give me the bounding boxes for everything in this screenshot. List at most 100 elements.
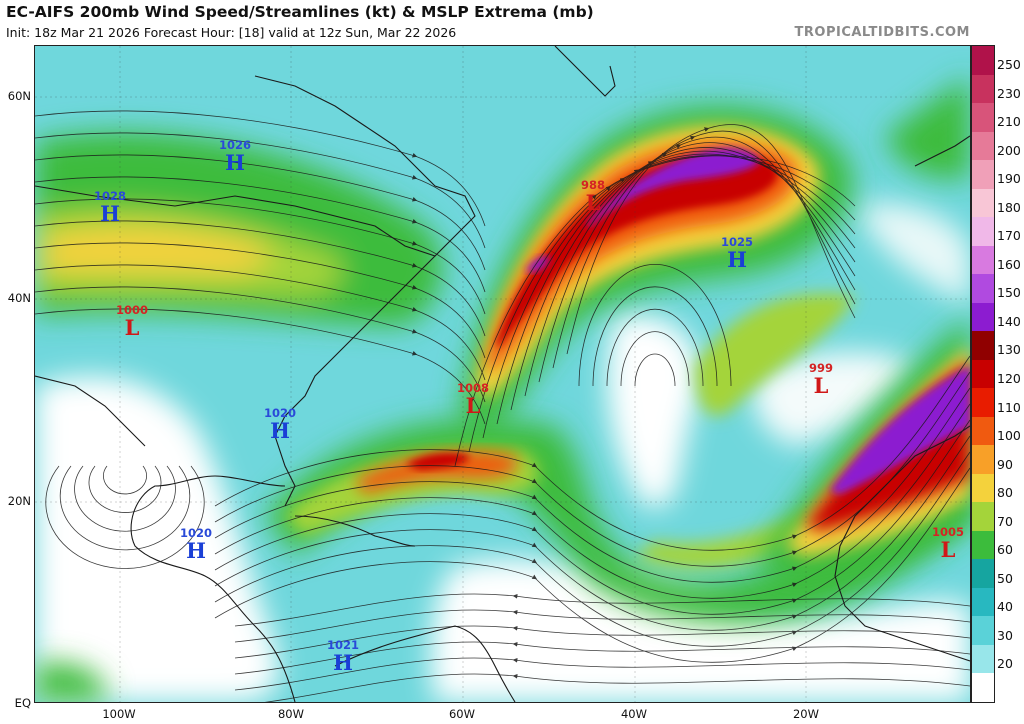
watermark: TROPICALTIDBITS.COM: [794, 25, 970, 40]
colorbar-tick-label: 160: [997, 256, 1021, 272]
coast-mexico-west: [35, 375, 146, 447]
colorbar-tick-label: 130: [997, 342, 1021, 358]
streamline: [468, 155, 856, 453]
colorbar-tick-label: 230: [997, 85, 1021, 101]
colorbar-tick-label: 190: [997, 171, 1021, 187]
low-pressure-marker: 1000 L: [115, 303, 149, 337]
colorbar-tick-label: 110: [997, 399, 1021, 415]
streamline: [578, 264, 732, 387]
colorbar-tick-label: 200: [997, 142, 1021, 158]
pressure-value: 999: [808, 361, 834, 375]
colorbar-tick-label: 180: [997, 199, 1021, 215]
streamline: [35, 110, 486, 227]
low-symbol: L: [465, 392, 481, 418]
streamline: [264, 673, 970, 702]
streamline: [45, 465, 205, 569]
high-symbol: H: [100, 200, 120, 226]
pressure-value: 988: [580, 178, 606, 192]
colorbar-tick-label: 140: [997, 313, 1021, 329]
pressure-value: 1028: [93, 189, 127, 203]
coast-south-america: [334, 625, 516, 702]
streamline: [35, 132, 486, 249]
colorbar-segment: [972, 245, 994, 275]
streamlines: [35, 110, 970, 702]
low-symbol: L: [940, 536, 956, 562]
pressure-value: 1000: [115, 303, 149, 317]
calm-region-east: [752, 352, 915, 446]
streamline: [103, 465, 147, 495]
low-symbol: L: [813, 372, 829, 398]
colorbar-segment: [972, 160, 994, 190]
streamline: [592, 286, 718, 387]
streamline: [35, 264, 486, 381]
pressure-value: 1025: [720, 235, 754, 249]
lon-label-80w: 80W: [277, 707, 304, 721]
lon-label-60w: 60W: [448, 707, 475, 721]
low-pressure-marker: 988 L: [580, 178, 606, 212]
streamline: [482, 153, 856, 439]
calm-region-northeast: [855, 203, 970, 306]
high-symbol: H: [333, 649, 353, 675]
high-pressure-marker: 1020 H: [180, 527, 212, 563]
streamline: [234, 625, 970, 659]
colorbar-tick-label: 60: [997, 542, 1013, 558]
colorbar-tick-label: 70: [997, 513, 1013, 529]
high-pressure-marker: 1025 H: [720, 235, 754, 272]
colorbar-segment: [972, 188, 994, 218]
map-panel: [34, 45, 971, 703]
pressure-value: 1021: [326, 638, 360, 652]
calm-region-gulf: [35, 376, 279, 702]
colorbar-tick-label: 40: [997, 599, 1013, 615]
coastlines: [35, 46, 970, 702]
streamline: [214, 467, 970, 663]
lat-label-60n: 60N: [7, 89, 31, 103]
colorbar-segment: [972, 502, 994, 532]
streamline: [35, 198, 486, 315]
pressure-value: 1020: [263, 406, 297, 420]
colorbar-segment: [972, 74, 994, 104]
high-symbol: H: [727, 246, 747, 272]
colorbar-tick-label: 170: [997, 228, 1021, 244]
colorbar-tick-label: 250: [997, 57, 1021, 73]
streamline: [234, 593, 970, 627]
colorbar-segment: [972, 616, 994, 646]
pressure-value: 1026: [218, 138, 252, 152]
streamline: [35, 220, 486, 337]
high-symbol: H: [270, 417, 290, 443]
colorbar-tick-label: 100: [997, 428, 1021, 444]
wind-speed-colorbar: [971, 45, 995, 703]
colorbar-segment: [972, 388, 994, 418]
coast-greenland: [554, 46, 616, 97]
map-title: EC-AIFS 200mb Wind Speed/Streamlines (kt…: [6, 3, 594, 21]
streamline: [35, 176, 486, 293]
streamline: [35, 242, 486, 359]
colorbar-tick-label: 90: [997, 456, 1013, 472]
high-pressure-marker: 1020 H: [263, 406, 297, 443]
colorbar-tick-label: 210: [997, 114, 1021, 130]
colorbar-tick-label: 50: [997, 570, 1013, 586]
map-subtitle: Init: 18z Mar 21 2026 Forecast Hour: [18…: [6, 25, 457, 40]
wind-speed-map: [35, 46, 970, 702]
colorbar-tick-label: 80: [997, 485, 1013, 501]
streamline: [454, 155, 856, 467]
low-pressure-marker: 1005 L: [932, 526, 964, 562]
low-pressure-marker: 999 L: [808, 361, 834, 398]
jet-north-atlantic: [460, 105, 853, 446]
colorbar-segment: [972, 559, 994, 589]
lon-label-20w: 20W: [792, 707, 819, 721]
coast-canada: [35, 75, 476, 257]
colorbar-segment: [972, 302, 994, 332]
high-symbol: H: [225, 149, 245, 175]
colorbar-tick-label: 30: [997, 627, 1013, 643]
pressure-value: 1008: [456, 381, 490, 395]
coast-gulf-central-america: [130, 475, 296, 702]
graticule: [35, 46, 970, 702]
high-symbol: H: [186, 537, 206, 563]
streamline: [606, 308, 704, 387]
coast-cuba: [294, 515, 416, 547]
colorbar-segment: [972, 274, 994, 304]
colorbar-tick-label: 120: [997, 371, 1021, 386]
colorbar-segment: [972, 103, 994, 133]
lat-label-eq: EQ: [14, 696, 31, 710]
streamline: [634, 353, 676, 387]
